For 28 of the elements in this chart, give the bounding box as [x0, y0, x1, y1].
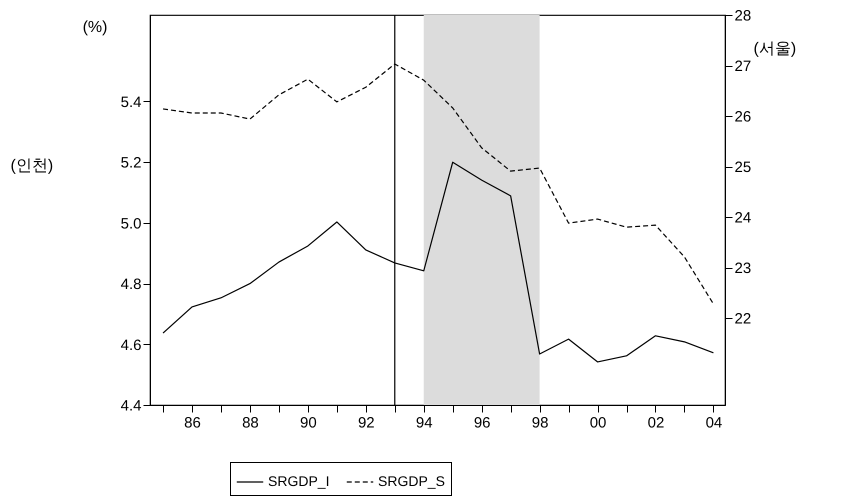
y-tick-label: 5.4	[120, 94, 142, 111]
legend-label: SRGDP_S	[378, 473, 445, 489]
text: (%)	[82, 19, 108, 36]
y-tick-label: 5.0	[120, 215, 142, 232]
y2-tick-label: 25	[734, 159, 752, 176]
x-tick-label: 04	[706, 414, 722, 432]
legend-label: SRGDP_I	[268, 473, 330, 489]
y-tick-label: 4.4	[120, 398, 142, 414]
x-tick-label: 02	[648, 414, 664, 432]
x-tick-label: 94	[416, 414, 433, 432]
x-tick-label: 90	[300, 414, 317, 432]
y2-tick-label: 26	[734, 108, 752, 126]
x-tick-label: 86	[184, 414, 201, 432]
x-tick-label: 88	[242, 414, 259, 432]
x-tick-label: 96	[474, 414, 491, 432]
y2-tick-label: 22	[734, 310, 752, 328]
x-tick-label: 00	[590, 414, 606, 432]
x-tick-label: 98	[532, 414, 548, 432]
y-axis-title: (인천)	[10, 158, 54, 174]
y-tick-label: 4.8	[120, 276, 142, 294]
y2-tick-label: 24	[734, 210, 752, 227]
y2-tick-label: 23	[734, 260, 752, 278]
y-tick-label: 5.2	[120, 154, 142, 172]
y2-tick-label: 27	[734, 58, 752, 76]
y2-axis-title: (서울)	[754, 40, 796, 58]
y2-tick-label: 28	[734, 8, 752, 24]
x-tick-label: 92	[358, 414, 375, 432]
y-tick-label: 4.6	[120, 336, 142, 354]
